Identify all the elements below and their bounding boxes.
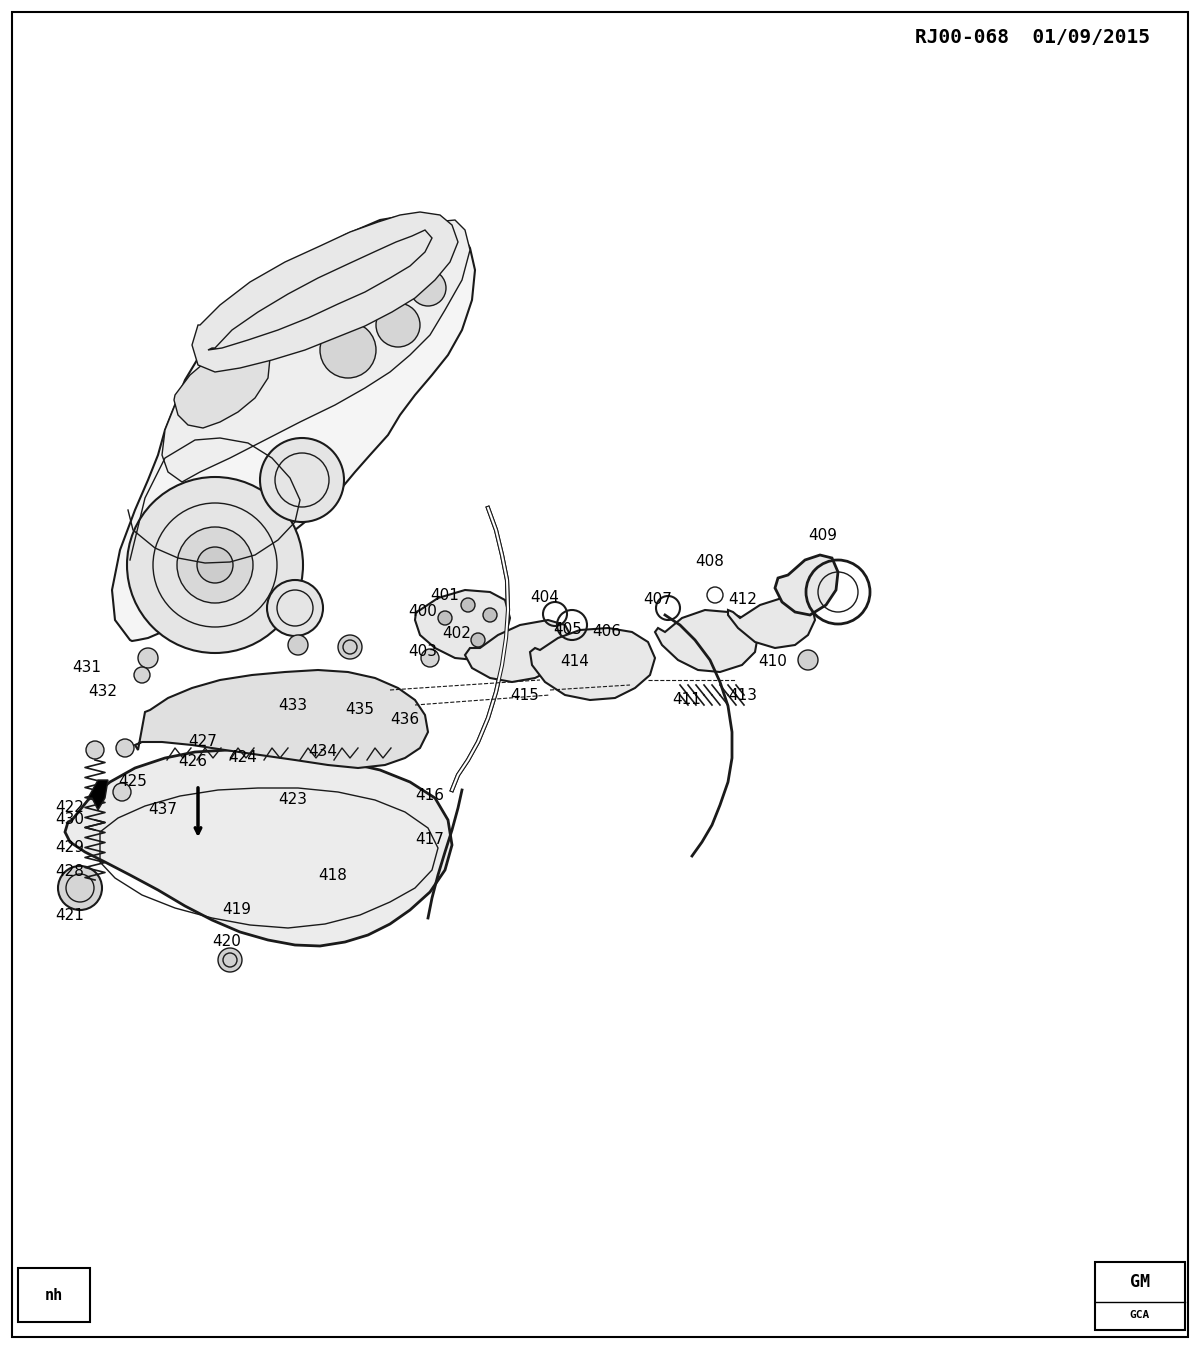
- Text: 423: 423: [278, 792, 307, 808]
- Circle shape: [421, 649, 439, 666]
- Text: 420: 420: [212, 935, 241, 950]
- Circle shape: [113, 782, 131, 801]
- Text: 405: 405: [553, 622, 582, 638]
- Circle shape: [260, 438, 344, 522]
- Text: 435: 435: [346, 703, 374, 718]
- Circle shape: [178, 527, 253, 603]
- Text: 407: 407: [643, 592, 672, 607]
- Circle shape: [134, 666, 150, 683]
- Text: 415: 415: [510, 688, 539, 703]
- Polygon shape: [112, 214, 475, 641]
- Circle shape: [798, 650, 818, 670]
- Polygon shape: [65, 750, 452, 946]
- Text: 437: 437: [148, 803, 178, 817]
- Text: 424: 424: [228, 750, 257, 765]
- Text: 422: 422: [55, 800, 84, 816]
- Circle shape: [376, 304, 420, 347]
- Circle shape: [218, 948, 242, 973]
- Circle shape: [266, 580, 323, 635]
- Text: 408: 408: [695, 554, 724, 569]
- Text: 432: 432: [88, 684, 118, 700]
- Text: 421: 421: [55, 908, 84, 923]
- Bar: [1096, 1263, 1186, 1330]
- Text: 434: 434: [308, 745, 337, 759]
- Text: 431: 431: [72, 661, 101, 676]
- Text: 429: 429: [55, 840, 84, 855]
- Text: 403: 403: [408, 645, 437, 660]
- Circle shape: [338, 635, 362, 660]
- Polygon shape: [655, 610, 758, 672]
- Text: 406: 406: [592, 625, 622, 639]
- Text: RJ00-068  01/09/2015: RJ00-068 01/09/2015: [916, 28, 1150, 47]
- Text: 433: 433: [278, 697, 307, 712]
- FancyBboxPatch shape: [18, 1268, 90, 1322]
- Text: nh: nh: [44, 1287, 64, 1303]
- Polygon shape: [88, 780, 108, 809]
- Text: 418: 418: [318, 867, 347, 882]
- Text: 414: 414: [560, 654, 589, 669]
- Polygon shape: [530, 629, 655, 700]
- Circle shape: [116, 739, 134, 757]
- Text: 427: 427: [188, 734, 217, 750]
- Text: GCA: GCA: [1130, 1310, 1150, 1321]
- Circle shape: [470, 633, 485, 648]
- Polygon shape: [466, 621, 572, 683]
- Text: 428: 428: [55, 865, 84, 880]
- Circle shape: [127, 478, 302, 653]
- Circle shape: [197, 546, 233, 583]
- Text: GM: GM: [1130, 1273, 1150, 1291]
- Polygon shape: [415, 590, 510, 660]
- Circle shape: [58, 866, 102, 911]
- Polygon shape: [728, 598, 815, 648]
- Text: 416: 416: [415, 788, 444, 803]
- Circle shape: [320, 322, 376, 378]
- Polygon shape: [134, 670, 428, 768]
- Polygon shape: [174, 343, 270, 428]
- Polygon shape: [162, 220, 470, 482]
- Text: 419: 419: [222, 902, 251, 917]
- Text: 400: 400: [408, 604, 437, 619]
- Circle shape: [482, 608, 497, 622]
- Circle shape: [288, 635, 308, 656]
- Circle shape: [438, 611, 452, 625]
- Circle shape: [410, 270, 446, 306]
- Text: 417: 417: [415, 832, 444, 847]
- Text: 411: 411: [672, 692, 701, 707]
- Circle shape: [86, 741, 104, 759]
- Text: 412: 412: [728, 592, 757, 607]
- Text: 425: 425: [118, 774, 146, 789]
- Circle shape: [461, 598, 475, 612]
- Text: 401: 401: [430, 588, 458, 603]
- Text: 404: 404: [530, 591, 559, 606]
- Text: 402: 402: [442, 626, 470, 641]
- Circle shape: [138, 648, 158, 668]
- Text: 430: 430: [55, 812, 84, 827]
- Text: 413: 413: [728, 688, 757, 703]
- Text: 409: 409: [808, 527, 838, 542]
- Polygon shape: [192, 212, 458, 372]
- Text: 426: 426: [178, 754, 208, 769]
- Text: 436: 436: [390, 712, 419, 727]
- Text: 410: 410: [758, 654, 787, 669]
- Polygon shape: [775, 554, 838, 615]
